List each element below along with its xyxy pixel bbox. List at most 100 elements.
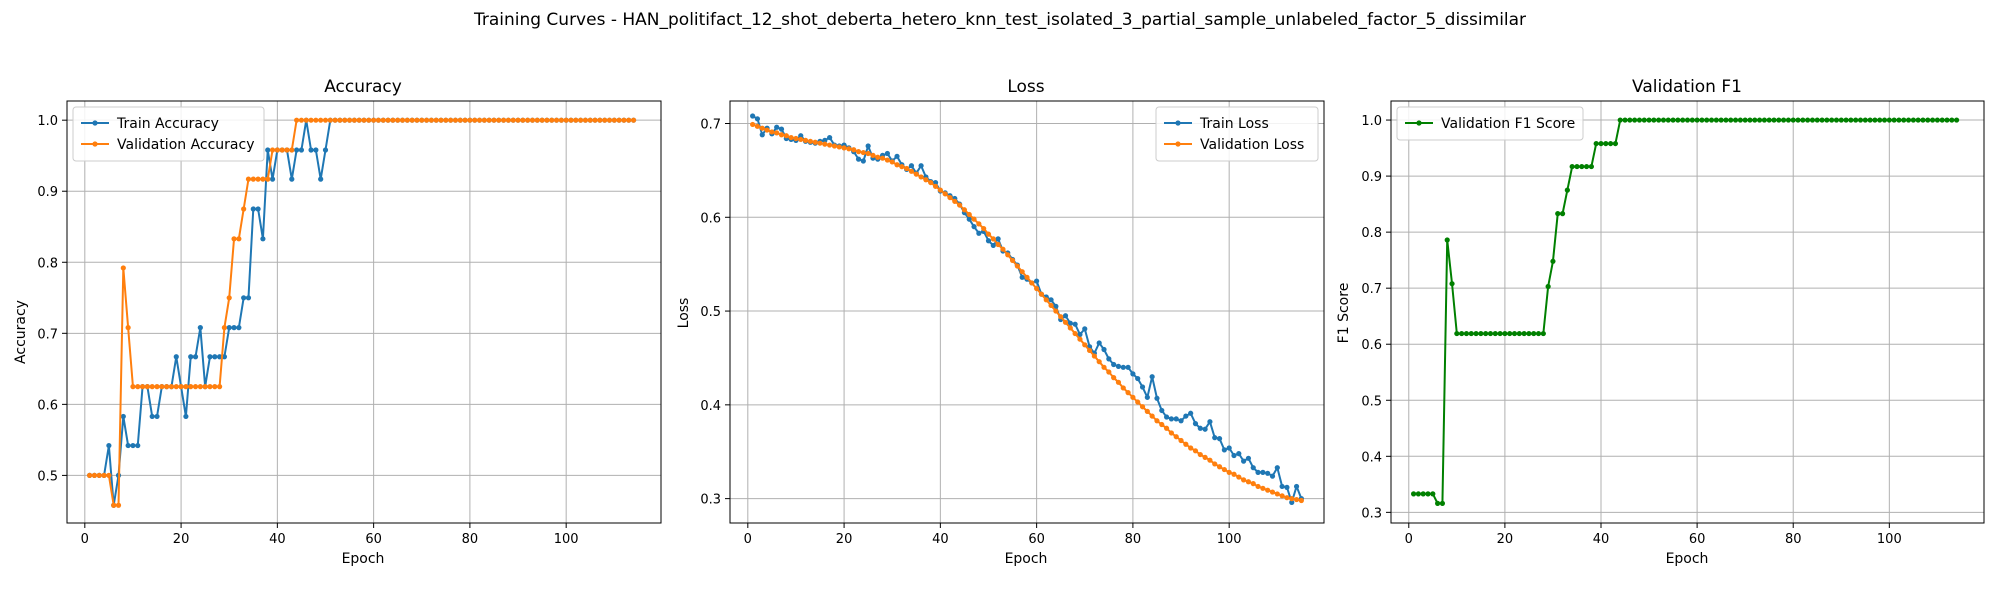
- x-tick-label: 0: [81, 532, 89, 547]
- y-tick-label: 0.7: [700, 118, 721, 133]
- train-accuracy-point: [308, 147, 314, 153]
- validation-accuracy-point: [207, 384, 213, 390]
- train-loss-point: [1111, 361, 1117, 368]
- validation-accuracy-point: [419, 117, 425, 123]
- validation-loss-point: [899, 164, 905, 170]
- validation-loss-point: [788, 134, 794, 141]
- y-tick-label: 0.8: [37, 256, 58, 271]
- train-loss-point: [1241, 458, 1247, 464]
- validation-f1-score-point: [1636, 117, 1643, 123]
- validation-f1-score-point: [1646, 117, 1652, 123]
- validation-loss-point: [1014, 263, 1020, 269]
- train-accuracy-point: [130, 442, 136, 449]
- validation-accuracy-point: [351, 117, 357, 123]
- train-accuracy-point: [255, 206, 261, 212]
- validation-accuracy-point: [221, 325, 228, 331]
- validation-accuracy-point: [520, 117, 526, 123]
- train-loss-point: [884, 150, 891, 157]
- validation-loss-point: [1168, 430, 1175, 436]
- validation-f1-score-point: [1877, 117, 1883, 123]
- validation-loss-point: [904, 165, 910, 172]
- train-loss-point: [1216, 436, 1223, 442]
- validation-loss-point: [932, 183, 939, 189]
- validation-f1-score-point: [1905, 117, 1912, 123]
- train-accuracy-point: [289, 176, 295, 182]
- validation-accuracy-point: [438, 117, 444, 123]
- validation-accuracy-point: [602, 117, 608, 123]
- accuracy-y-axis-label: Accuracy: [13, 300, 29, 364]
- train-loss-point: [1154, 395, 1160, 401]
- train-loss-point: [750, 113, 756, 119]
- validation-f1-score-point: [1497, 330, 1503, 337]
- x-tick-label: 20: [173, 532, 190, 547]
- train-loss-point: [1192, 421, 1199, 427]
- train-loss-point: [1048, 297, 1054, 303]
- train-loss-point: [1019, 274, 1025, 280]
- validation-loss-point: [1216, 464, 1223, 470]
- x-tick-label: 100: [554, 532, 579, 547]
- validation-accuracy-point: [159, 384, 165, 390]
- figure-title: Training Curves - HAN_politifact_12_shot…: [473, 10, 1526, 30]
- validation-loss-point: [1062, 319, 1069, 325]
- validation-accuracy-point: [130, 384, 136, 390]
- validation-accuracy-point: [573, 117, 579, 123]
- validation-f1-score-point: [1814, 117, 1820, 123]
- legend-swatch-marker: [1175, 141, 1181, 147]
- train-loss-point: [822, 137, 828, 143]
- validation-loss-point: [1125, 390, 1131, 396]
- validation-accuracy-point: [366, 117, 372, 123]
- validation-accuracy-point: [265, 176, 271, 182]
- train-accuracy-point: [313, 147, 319, 153]
- validation-accuracy-point: [611, 117, 617, 123]
- y-tick-label: 0.8: [1361, 226, 1382, 241]
- validation-accuracy-point: [539, 117, 545, 123]
- validation-loss-point: [971, 216, 977, 222]
- validation-loss-point: [879, 155, 886, 161]
- validation-loss-point: [985, 231, 992, 237]
- validation-f1-score-point: [1713, 117, 1719, 123]
- x-tick-label: 20: [836, 532, 853, 547]
- validation-f1-score-point: [1415, 491, 1421, 497]
- x-tick-label: 80: [462, 532, 479, 547]
- legend-box: [1396, 106, 1584, 141]
- train-loss-point: [966, 216, 972, 222]
- validation-accuracy-point: [212, 384, 218, 390]
- x-tick-label: 60: [365, 532, 382, 547]
- validation-loss-point: [1255, 483, 1261, 490]
- validation-accuracy-point: [544, 117, 550, 123]
- validation-loss-point: [947, 194, 953, 201]
- train-loss-point: [1226, 445, 1232, 451]
- y-tick-label: 0.6: [700, 211, 721, 226]
- validation-f1-score-point: [1516, 330, 1522, 337]
- validation-loss-point: [1293, 496, 1300, 503]
- train-loss-point: [827, 134, 833, 141]
- validation-f1-score-point: [1915, 117, 1921, 123]
- validation-f1-score-point: [1468, 330, 1474, 337]
- validation-f1-score-point: [1449, 281, 1455, 287]
- y-tick-label: 0.3: [700, 493, 721, 508]
- train-loss-point: [1231, 452, 1237, 459]
- validation-accuracy-point: [322, 117, 329, 123]
- x-tick-label: 60: [1689, 532, 1706, 547]
- validation-loss-point: [798, 136, 804, 143]
- validation-loss-point: [990, 236, 996, 242]
- validation-f1-score-point: [1617, 117, 1623, 123]
- validation-loss-point: [1221, 466, 1227, 473]
- train-loss-point: [1202, 426, 1208, 432]
- validation-accuracy-point: [236, 236, 242, 242]
- validation-f1-score-point: [1886, 117, 1892, 123]
- validation-accuracy-point: [423, 117, 430, 123]
- validation-accuracy-point: [433, 117, 439, 123]
- train-accuracy-point: [207, 354, 213, 360]
- validation-accuracy-point: [616, 117, 622, 123]
- validation-loss-point: [1241, 477, 1247, 483]
- validation-loss-point: [1101, 364, 1107, 370]
- validation-accuracy-point: [462, 117, 468, 123]
- validation-loss-point: [1154, 418, 1160, 424]
- validation-loss-point: [1043, 297, 1049, 303]
- validation-loss-point: [1106, 369, 1112, 375]
- validation-loss-point: [1130, 394, 1136, 400]
- y-tick-label: 0.5: [1361, 394, 1382, 409]
- validation-f1-score-point: [1771, 117, 1777, 123]
- train-loss-point: [754, 116, 761, 122]
